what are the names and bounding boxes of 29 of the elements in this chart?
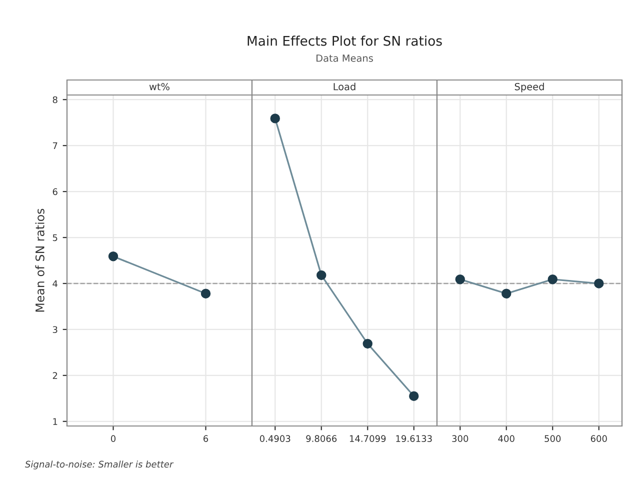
y-tick-label: 1: [53, 418, 58, 425]
y-tick-label: 4: [52, 280, 58, 287]
x-tick-label: 0.4903: [260, 435, 290, 442]
y-axis-title: Mean of SN ratios: [35, 208, 44, 312]
y-tick-label: 6: [52, 188, 58, 196]
x-tick-label: 14.7099: [350, 435, 386, 442]
x-tick-label: 9.8066: [306, 435, 337, 442]
point: [362, 338, 372, 349]
point: [316, 270, 326, 280]
text: Signal-to-noise: Smaller is better: [25, 460, 174, 470]
chart-title: Load: [334, 82, 356, 90]
x-tick-label: 400: [498, 435, 514, 442]
x-tick-label: 0: [110, 435, 116, 442]
y-tick-label: 7: [52, 142, 58, 149]
chart-title: wt%: [149, 82, 170, 90]
x-tick-label: 19.6133: [396, 435, 432, 442]
text: Data Means: [316, 54, 373, 62]
y-tick-label: 8: [52, 96, 58, 104]
point: [270, 114, 280, 124]
x-tick-label: 500: [544, 435, 561, 442]
y-tick-label: 2: [52, 372, 58, 379]
x-tick-label: 300: [452, 435, 468, 442]
x-tick-label: 600: [590, 435, 607, 442]
y-tick-label: 5: [52, 234, 58, 242]
chart-title: Speed: [514, 82, 544, 92]
text: Main Effects Plot for SN ratios: [248, 36, 442, 46]
x-tick-label: 6: [204, 435, 208, 442]
point: [409, 391, 419, 401]
y-tick-label: 3: [52, 326, 58, 334]
